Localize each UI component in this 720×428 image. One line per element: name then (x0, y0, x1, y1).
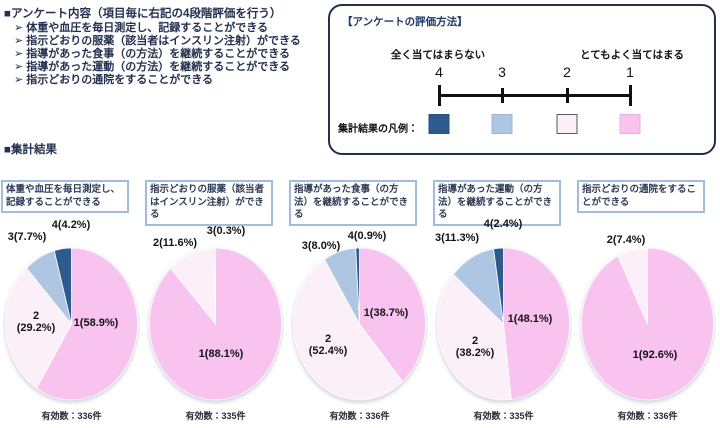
scale-number-2: 2 (563, 64, 571, 80)
scale-number-3: 3 (498, 64, 506, 80)
pie-chart-svg (437, 247, 570, 401)
evaluation-method-title: 【アンケートの評価方法】 (342, 16, 468, 28)
scale-tick (565, 88, 569, 103)
survey-content-item-label: 指示どおりの通院をすることができる (26, 74, 213, 86)
pie-slice-1 (359, 247, 426, 383)
survey-content-item: ➢ 体重や血圧を毎日測定し、記録することができる (14, 22, 326, 35)
legend-swatch-4 (428, 114, 450, 134)
scale-line (439, 94, 630, 97)
pie-column-4: 指導があった運動（の方法）を継続することができる 1(48.1%) 2 (38.2%… (432, 178, 576, 428)
pie-slice-4 (355, 247, 360, 325)
pie-percent-label-3: 3(8.0%) (301, 240, 341, 252)
pie-percent-label-4: 4(0.9%) (347, 230, 387, 242)
pie-percent-label-1: 1(48.1%) (507, 313, 553, 325)
survey-content-item: ➢ 指示どおりの服薬（該当者はインスリン注射）ができる (14, 35, 326, 48)
pie-percent-label-4: 4(2.4%) (483, 218, 523, 230)
scale-number-1: 1 (626, 64, 634, 80)
survey-content-item-label: 体重や血圧を毎日測定し、記録することができる (26, 22, 268, 34)
pie-percent-label-2: 2 (29.2%) (16, 310, 56, 334)
survey-content-item-label: 指導があった運動（の方法）を継続することができる (26, 61, 290, 73)
pie-column-5: 指示どおりの通院をすることができる 1(92.6%) 2(7.4%) 有効数：336件 (576, 178, 720, 428)
survey-content-item: ➢ 指導があった運動（の方法）を継続することができる (14, 61, 326, 74)
pie-slice-2 (293, 259, 404, 401)
valid-count-label: 有効数：336件 (329, 411, 390, 421)
arrow-bullet-icon: ➢ (14, 48, 24, 60)
arrow-bullet-icon: ➢ (14, 61, 24, 73)
pie-column-2: 指示どおりの服薬（該当者はインスリン注射）ができる 1(88.1%) 2(11.6%… (144, 178, 288, 428)
pie-slice-2 (617, 247, 648, 325)
arrow-bullet-icon: ➢ (14, 74, 24, 86)
pie-slice-1 (503, 247, 570, 400)
survey-content-list: ➢ 体重や血圧を毎日測定し、記録することができる ➢ 指示どおりの服薬（該当者はインス… (4, 22, 326, 87)
scale-left-label: 全く当てはまらない (390, 49, 486, 61)
survey-content-item-label: 指導があった食事（の方法）を継続することができる (26, 48, 290, 60)
legend-label: 集計結果の凡例： (338, 124, 418, 135)
results-heading: ■集計結果 (4, 144, 57, 156)
legend-swatch-3 (491, 114, 513, 134)
pie-slice-4 (53, 247, 72, 325)
legend-swatch-2 (556, 114, 578, 134)
pie-percent-label-3: 3(0.3%) (206, 225, 246, 237)
valid-count-label: 有効数：336件 (41, 411, 102, 421)
pie-charts-section: 体重や血圧を毎日測定し、記録することができる 1(58.9%) 2 (29.2%) 3… (0, 178, 720, 428)
arrow-bullet-icon: ➢ (14, 35, 24, 47)
pie-percent-label-3: 3(11.3%) (434, 232, 480, 244)
valid-count-label: 有効数：335件 (473, 411, 534, 421)
pie-chart-svg (293, 247, 426, 401)
pie-slice-4 (493, 247, 504, 325)
pie-title-box: 指示どおりの服薬（該当者はインスリン注射）ができる (145, 180, 273, 226)
legend-swatch-1 (619, 114, 641, 134)
pie-slice-2 (437, 273, 512, 401)
pie-percent-label-1: 1(38.7%) (363, 307, 409, 319)
survey-content-section: ■アンケート内容（項目毎に右記の4段階評価を行う） ➢ 体重や血圧を毎日測定し、記… (4, 7, 326, 87)
pie-chart-svg (149, 247, 282, 401)
survey-content-item-label: 指示どおりの服薬（該当者はインスリン注射）ができる (26, 35, 301, 47)
scale-right-label: とてもよく当てはまる (580, 49, 684, 61)
scale-tick (437, 85, 441, 106)
survey-content-item: ➢ 指示どおりの通院をすることができる (14, 74, 326, 87)
pie-percent-label-2: 2 (52.4%) (308, 333, 348, 357)
pie-title-box: 指導があった食事（の方法）を継続することができる (289, 180, 417, 226)
survey-content-item: ➢ 指導があった食事（の方法）を継続することができる (14, 48, 326, 61)
scale-tick (500, 88, 504, 103)
pie-percent-label-2: 2(11.6%) (152, 237, 198, 249)
pie-percent-label-1: 1(92.6%) (632, 349, 678, 361)
pie-percent-label-2: 2 (38.2%) (455, 335, 495, 359)
valid-count-label: 有効数：336件 (617, 411, 678, 421)
scale-tick (628, 85, 632, 106)
pie-column-3: 指導があった食事（の方法）を継続することができる 1(38.7%) 2 (52.4%… (288, 178, 432, 428)
pie-slice-1 (36, 247, 138, 401)
pie-column-1: 体重や血圧を毎日測定し、記録することができる 1(58.9%) 2 (29.2%) 3… (0, 178, 144, 428)
pie-chart-svg (581, 247, 714, 401)
pie-slice-2 (5, 267, 72, 389)
survey-content-heading: ■アンケート内容（項目毎に右記の4段階評価を行う） (4, 8, 282, 20)
pie-percent-label-4: 4(4.2%) (51, 219, 91, 231)
pie-title-box: 指示どおりの通院をすることができる (577, 180, 705, 213)
pie-title-box: 体重や血圧を毎日測定し、記録することができる (1, 180, 129, 213)
evaluation-method-box: 【アンケートの評価方法】 全く当てはまらない とてもよく当てはまる 4 3 2 1 集… (328, 4, 716, 155)
pie-percent-label-2: 2(7.4%) (606, 234, 646, 246)
pie-chart-svg (5, 247, 138, 401)
pie-title-box: 指導があった運動（の方法）を継続することができる (433, 180, 561, 226)
pie-slice-3 (213, 247, 216, 325)
valid-count-label: 有効数：335件 (185, 411, 246, 421)
arrow-bullet-icon: ➢ (14, 22, 24, 34)
pie-percent-label-1: 1(88.1%) (198, 348, 244, 360)
pie-percent-label-3: 3(7.7%) (7, 231, 47, 243)
scale-number-4: 4 (435, 64, 443, 80)
pie-percent-label-1: 1(58.9%) (73, 317, 119, 329)
